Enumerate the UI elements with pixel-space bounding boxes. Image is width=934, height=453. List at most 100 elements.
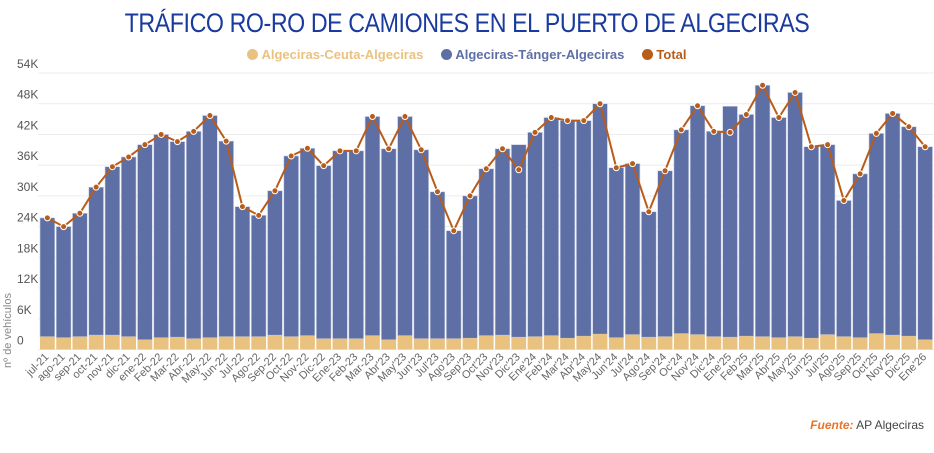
bar-ceuta: [690, 334, 705, 350]
bar-tanger: [608, 167, 624, 339]
bar-ceuta: [803, 338, 819, 350]
total-point: [190, 127, 198, 135]
bar-tanger: [169, 141, 186, 338]
bar-ceuta: [462, 338, 478, 350]
bar-ceuta: [332, 338, 348, 350]
bar-tanger: [364, 116, 381, 336]
bar-ceuta: [251, 336, 267, 350]
total-point: [840, 196, 848, 204]
y-tick-label: 48K: [17, 88, 38, 102]
total-point: [807, 143, 815, 151]
legend-item-tanger[interactable]: Algeciras-Tánger-Algeciras: [441, 47, 624, 62]
bar-ceuta: [186, 338, 202, 350]
y-tick-label: 30K: [17, 180, 38, 194]
y-tick-label: 0: [17, 334, 24, 348]
bar-tanger: [413, 149, 429, 340]
bar-ceuta: [755, 336, 770, 350]
total-point: [759, 81, 767, 89]
total-point: [206, 111, 214, 119]
bar-tanger: [624, 163, 641, 335]
bar-tanger: [819, 144, 836, 335]
bar-tanger: [754, 84, 771, 337]
source-note: Fuente: AP Algeciras: [810, 418, 924, 432]
total-point: [173, 138, 181, 146]
bar-tanger: [722, 105, 738, 338]
bar-ceuta: [706, 336, 722, 350]
bar-ceuta: [478, 335, 494, 350]
y-tick-label: 24K: [17, 211, 38, 225]
bar-tanger: [55, 226, 72, 339]
total-point: [303, 144, 311, 152]
total-point: [417, 146, 425, 154]
total-point: [515, 166, 523, 174]
bar-ceuta: [267, 335, 283, 350]
total-point: [287, 152, 295, 160]
bar-tanger: [559, 120, 576, 339]
bar-tanger: [397, 116, 413, 336]
bar-ceuta: [820, 334, 835, 350]
bar-tanger: [299, 147, 316, 336]
total-point: [157, 130, 165, 138]
bar-ceuta: [625, 334, 640, 350]
bar-tanger: [316, 165, 332, 340]
bar-tanger: [868, 133, 885, 334]
bar-tanger: [88, 186, 104, 336]
total-point: [726, 128, 734, 136]
total-point: [271, 187, 279, 195]
bar-ceuta: [527, 336, 543, 350]
total-point: [645, 208, 653, 216]
bar-ceuta: [56, 337, 72, 350]
total-point: [661, 167, 669, 175]
bar-tanger: [478, 168, 494, 336]
bar-tanger: [689, 105, 706, 335]
bar-ceuta: [868, 333, 884, 350]
y-tick-label: 36K: [17, 149, 38, 163]
total-point: [629, 160, 637, 168]
bar-ceuta: [917, 339, 933, 350]
bar-ceuta: [88, 335, 104, 350]
bar-tanger: [283, 155, 299, 337]
y-tick-label: 42K: [17, 118, 38, 132]
total-point: [499, 145, 507, 153]
total-point: [385, 145, 393, 153]
total-point: [238, 203, 246, 211]
bar-tanger: [657, 170, 673, 337]
bar-tanger: [446, 230, 462, 340]
total-point: [336, 147, 344, 155]
total-point: [433, 188, 441, 196]
total-point: [710, 127, 718, 135]
legend-item-total[interactable]: Total: [642, 47, 687, 62]
bar-ceuta: [673, 333, 689, 350]
bar-tanger: [218, 140, 234, 337]
bar-tanger: [641, 211, 657, 338]
bar-ceuta: [397, 335, 413, 350]
total-point: [92, 183, 100, 191]
total-point: [694, 102, 702, 110]
bar-tanger: [153, 134, 169, 339]
legend-item-ceuta[interactable]: Algeciras-Ceuta-Algeciras: [247, 47, 423, 62]
y-tick-label: 54K: [17, 57, 38, 71]
chart-title: TRÁFICO RO-RO DE CAMIONES EN EL PUERTO D…: [124, 8, 810, 38]
total-point: [43, 214, 51, 222]
total-point: [677, 126, 685, 134]
bar-tanger: [348, 150, 364, 340]
total-point: [76, 209, 84, 217]
bar-ceuta: [235, 336, 250, 350]
total-point: [255, 211, 263, 219]
bar-ceuta: [381, 339, 397, 350]
legend-dot-total: [642, 49, 654, 60]
bar-ceuta: [852, 337, 868, 350]
total-point: [905, 123, 913, 131]
bar-ceuta: [105, 335, 120, 350]
bar-tanger: [494, 148, 511, 336]
total-point: [596, 100, 604, 108]
total-point: [60, 223, 68, 231]
bar-ceuta: [722, 337, 738, 350]
bar-ceuta: [657, 336, 673, 350]
bar-ceuta: [137, 339, 153, 350]
total-point: [824, 141, 832, 149]
bar-tanger: [381, 148, 397, 341]
bar-tanger: [884, 113, 901, 336]
bar-tanger: [543, 117, 559, 336]
bar-tanger: [202, 115, 218, 339]
